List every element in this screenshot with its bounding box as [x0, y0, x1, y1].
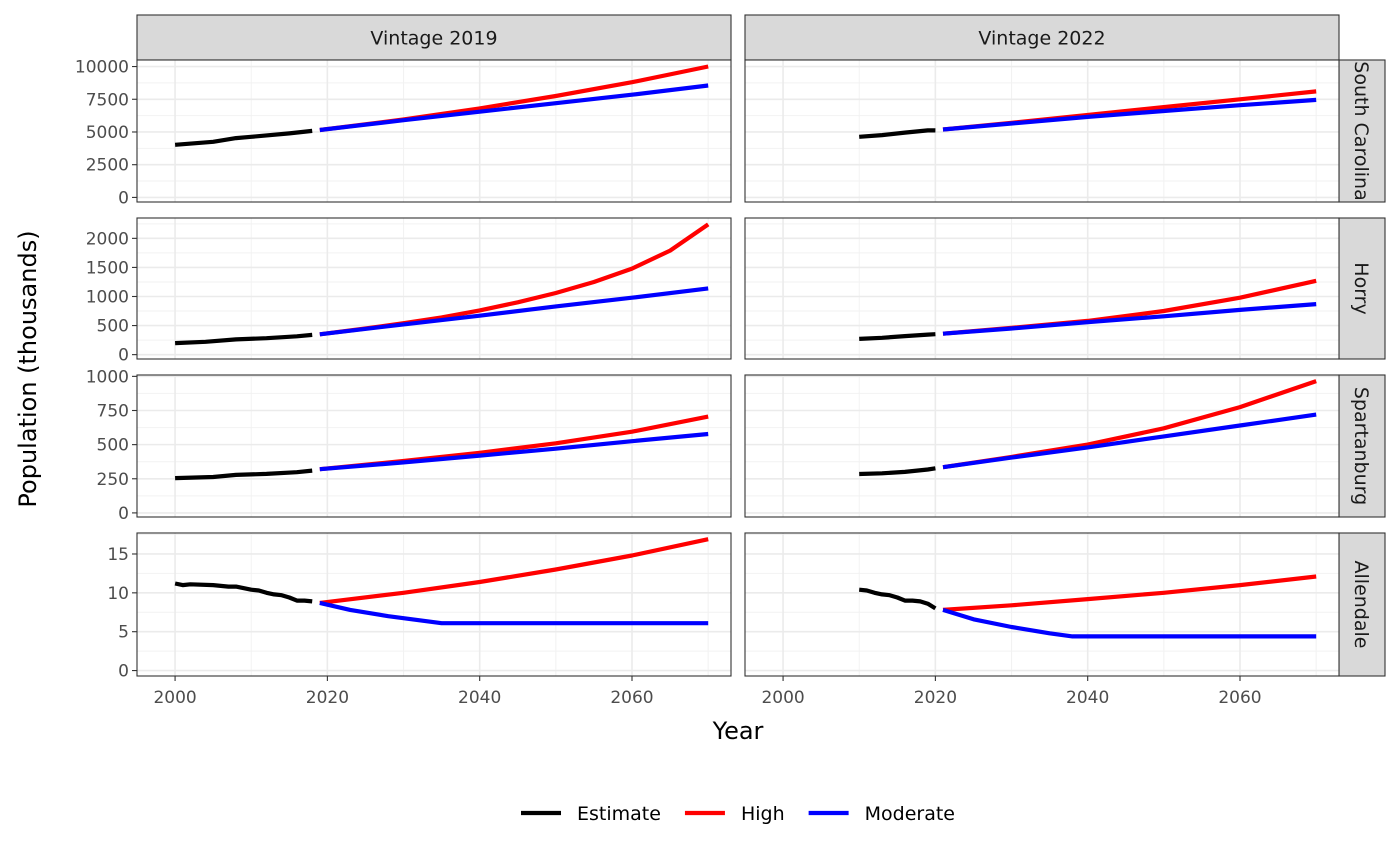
series-line-estimate — [175, 468, 313, 481]
panel-spartanburg-vintage-2022 — [744, 374, 1340, 518]
series-line-moderate — [319, 83, 709, 133]
series-line-estimate — [858, 587, 937, 611]
y-tick-label: 1500 — [86, 258, 129, 278]
panel-horry-vintage-2022 — [744, 217, 1340, 360]
y-tick-label: 500 — [97, 436, 129, 456]
series-line-moderate — [319, 431, 709, 472]
y-tick-label: 500 — [97, 317, 129, 337]
series-line-estimate — [859, 128, 936, 139]
series-line-high — [319, 537, 709, 605]
facet-label-allendale: Allendale — [1350, 561, 1372, 649]
facet-strip-vintage-2019 — [136, 14, 732, 61]
facet-strip-south-carolina — [1338, 59, 1386, 203]
panel-allendale-vintage-2022 — [744, 532, 1340, 677]
legend: Estimate High Moderate — [521, 803, 955, 825]
series-line-moderate — [942, 607, 1317, 639]
y-tick-label: 5000 — [86, 123, 129, 143]
legend-label-estimate: Estimate — [577, 803, 661, 825]
y-tick-label: 250 — [97, 470, 129, 490]
y-tick-label: 10 — [107, 584, 129, 604]
panel-south-carolina-vintage-2019 — [136, 59, 732, 203]
y-tick-label: 0 — [118, 662, 129, 682]
x-tick-label: 2000 — [761, 688, 804, 708]
x-tick-label: 2060 — [1218, 688, 1261, 708]
series-line-estimate — [174, 581, 313, 604]
panel-border — [136, 532, 732, 677]
facet-strip-horry — [1338, 217, 1386, 360]
series-line-estimate — [175, 332, 313, 346]
y-tick-label: 1000 — [86, 367, 129, 387]
panel-border — [744, 59, 1340, 203]
panel-spartanburg-vintage-2019 — [136, 374, 732, 518]
y-tick-label: 750 — [97, 402, 129, 422]
panel-border — [744, 374, 1340, 518]
series-line-estimate — [859, 332, 936, 341]
series-line-moderate — [319, 600, 709, 626]
facet-label-spartanburg: Spartanburg — [1350, 387, 1372, 505]
x-tick-label: 2040 — [458, 688, 501, 708]
facet-label-south-carolina: South Carolina — [1350, 61, 1372, 200]
series-line-moderate — [942, 97, 1317, 132]
x-tick-label: 2000 — [153, 688, 196, 708]
y-tick-label: 2000 — [86, 229, 129, 249]
panel-border — [744, 217, 1340, 360]
x-tick-label: 2060 — [610, 688, 653, 708]
x-tick-label: 2020 — [914, 688, 957, 708]
panel-border — [744, 532, 1340, 677]
legend-label-moderate: Moderate — [865, 803, 955, 825]
panel-border — [136, 217, 732, 360]
x-tick-label: 2040 — [1066, 688, 1109, 708]
legend-item-moderate: Moderate — [808, 803, 955, 825]
y-axis-title: Population (thousands) — [14, 230, 42, 507]
series-line-estimate — [859, 466, 936, 477]
y-tick-label: 2500 — [86, 156, 129, 176]
y-tick-label: 15 — [107, 545, 129, 565]
y-tick-label: 10000 — [75, 58, 129, 78]
y-tick-label: 0 — [118, 346, 129, 366]
x-axis-title: Year — [712, 717, 764, 745]
panel-horry-vintage-2019 — [136, 217, 732, 360]
panel-border — [136, 59, 732, 203]
y-tick-label: 0 — [118, 504, 129, 524]
series-line-moderate — [942, 412, 1317, 470]
y-tick-label: 0 — [118, 188, 129, 208]
legend-item-estimate: Estimate — [521, 803, 661, 825]
y-tick-label: 1000 — [86, 287, 129, 307]
facet-label-vintage-2019: Vintage 2019 — [370, 28, 497, 50]
series-line-high — [942, 574, 1317, 612]
panel-border — [136, 374, 732, 518]
legend-item-high: High — [684, 803, 785, 825]
facet-label-horry: Horry — [1350, 262, 1372, 314]
series-line-moderate — [319, 286, 709, 337]
facet-strip-vintage-2022 — [744, 14, 1340, 61]
series-line-moderate — [942, 302, 1317, 336]
panel-south-carolina-vintage-2022 — [744, 59, 1340, 203]
y-tick-label: 5 — [118, 623, 129, 643]
facet-strip-spartanburg — [1338, 374, 1386, 518]
panel-allendale-vintage-2019 — [136, 532, 732, 677]
series-line-estimate — [174, 128, 313, 147]
x-tick-label: 2020 — [306, 688, 349, 708]
y-tick-label: 7500 — [86, 90, 129, 110]
facet-label-vintage-2022: Vintage 2022 — [978, 28, 1105, 50]
legend-label-high: High — [741, 803, 785, 825]
